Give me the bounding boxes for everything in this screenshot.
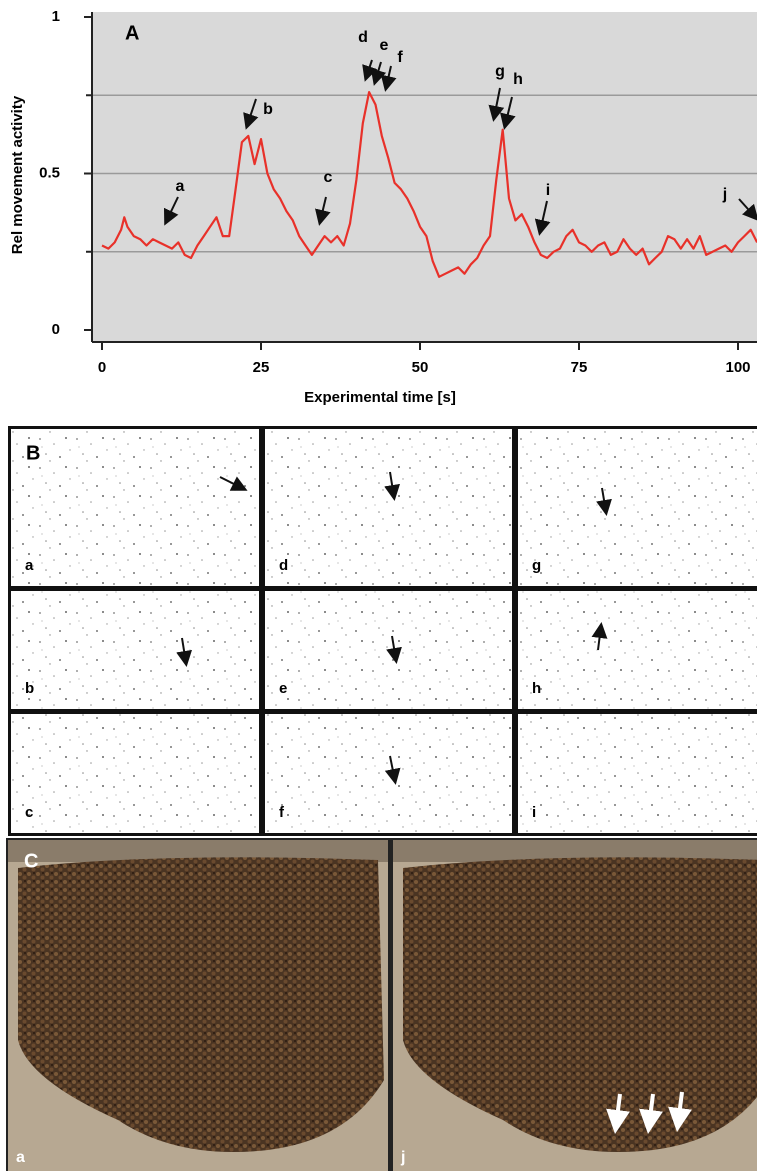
annotation-arrow xyxy=(315,196,331,226)
annotation-arrow xyxy=(243,98,259,130)
frame-image xyxy=(518,714,757,833)
frame-image xyxy=(265,591,512,709)
annotation-arrow xyxy=(362,59,378,82)
frame-arrow xyxy=(384,471,401,501)
annotation-label: d xyxy=(358,29,368,46)
frame-label: h xyxy=(532,680,541,697)
plot-background xyxy=(92,12,757,342)
x-tick-label: 100 xyxy=(725,359,750,376)
frame-image xyxy=(265,429,512,586)
annotation-arrow xyxy=(163,196,179,226)
photo-arrow xyxy=(639,1093,663,1134)
annotation-label: c xyxy=(324,169,333,186)
frame-label: a xyxy=(25,557,34,574)
photo-wall xyxy=(8,840,388,862)
activity-line xyxy=(101,91,757,278)
panel-label: A xyxy=(125,22,139,44)
x-tick-label: 75 xyxy=(571,359,588,376)
x-tick-label: 0 xyxy=(98,359,106,376)
frame-label: g xyxy=(532,557,541,574)
y-tick-label: 0.5 xyxy=(39,164,60,181)
annotation-label: a xyxy=(176,178,185,195)
annotation-label: f xyxy=(397,49,403,66)
frame-arrow xyxy=(384,755,401,785)
panel-c: a j C xyxy=(6,838,757,1171)
x-tick-label: 25 xyxy=(253,359,270,376)
frame-label: f xyxy=(279,804,285,821)
annotation-arrow xyxy=(534,200,551,236)
frame-image xyxy=(518,591,757,709)
annotation-label: g xyxy=(495,63,505,80)
annotation-label: b xyxy=(263,101,273,118)
frame-label: c xyxy=(25,804,33,821)
frame-label: d xyxy=(279,557,288,574)
annotation-label: h xyxy=(513,71,523,88)
annotation-label: e xyxy=(380,37,389,54)
bee-cluster xyxy=(403,857,757,1152)
frame-image xyxy=(518,429,757,586)
frame-arrow xyxy=(176,637,193,667)
frame-label: e xyxy=(279,680,287,697)
photo-arrow xyxy=(668,1091,692,1132)
x-axis-label: Experimental time [s] xyxy=(304,389,456,406)
y-axis-label: Rel movement activity xyxy=(9,95,26,254)
annotation-arrow xyxy=(488,87,505,122)
annotation-label: i xyxy=(546,182,550,199)
frame-label: a xyxy=(16,1149,25,1166)
frame-arrow xyxy=(219,476,248,491)
panel-label: B xyxy=(26,442,40,464)
annotation-arrow xyxy=(370,61,387,86)
annotation-arrow xyxy=(380,65,397,92)
x-tick-label: 50 xyxy=(412,359,429,376)
photo-wall xyxy=(393,840,757,862)
frame-image xyxy=(265,714,512,833)
frame-label: i xyxy=(532,804,536,821)
frame-image xyxy=(11,714,259,833)
frame-arrow xyxy=(596,487,612,516)
annotation-arrow xyxy=(738,198,757,221)
frame-arrow xyxy=(591,622,608,651)
panel-a: A Experimental time [s] Rel movement act… xyxy=(9,8,757,406)
annotation-arrow xyxy=(500,96,516,130)
panel-label: C xyxy=(24,850,38,872)
frame-image xyxy=(11,591,259,709)
y-tick-label: 0 xyxy=(52,321,60,338)
frame-label: j xyxy=(400,1149,405,1166)
panel-b: a d g b e h c f i B xyxy=(8,426,757,836)
bee-cluster xyxy=(18,857,384,1152)
y-tick-label: 1 xyxy=(52,8,60,25)
frame-label: b xyxy=(25,680,34,697)
frame-arrow xyxy=(386,635,402,664)
frame-image xyxy=(11,429,259,586)
annotation-label: j xyxy=(722,186,727,203)
photo-arrow xyxy=(606,1093,630,1134)
